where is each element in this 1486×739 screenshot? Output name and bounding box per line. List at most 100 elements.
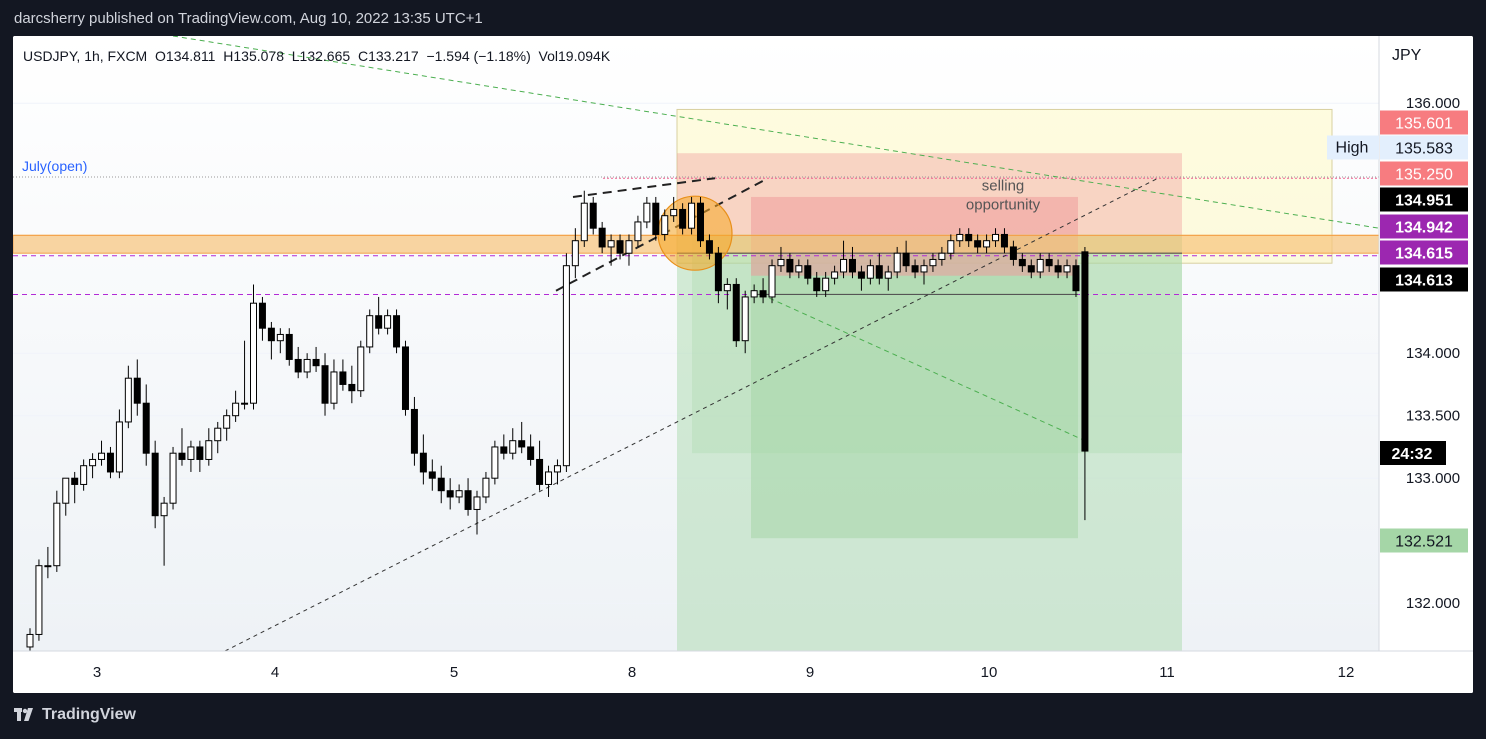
candle-body bbox=[1009, 246, 1017, 260]
time-tick-label: 3 bbox=[93, 664, 101, 681]
candle-body bbox=[205, 440, 213, 460]
candle-body bbox=[1054, 265, 1062, 273]
candlestick-chart[interactable]: July(open) selling opportunity JPY 136.000 13… bbox=[13, 36, 1473, 693]
candle-body bbox=[589, 202, 597, 229]
candle-body bbox=[53, 502, 61, 567]
candle-body bbox=[491, 446, 499, 479]
candle-body bbox=[804, 265, 812, 279]
legend-spacer bbox=[531, 48, 539, 64]
candle-body bbox=[258, 302, 266, 329]
time-tick-label: 9 bbox=[806, 664, 814, 681]
candle-body bbox=[831, 271, 839, 279]
candle-body bbox=[285, 333, 293, 360]
candle-body bbox=[428, 471, 436, 479]
candle-body bbox=[446, 490, 454, 498]
candle-body bbox=[178, 452, 186, 460]
price-label-text: 134.951 bbox=[1395, 193, 1453, 210]
countdown-text: 24:32 bbox=[1392, 446, 1433, 463]
candle-body bbox=[375, 315, 383, 329]
candle-body bbox=[688, 202, 696, 229]
legend-spacer bbox=[147, 48, 155, 64]
candle-body bbox=[384, 315, 392, 329]
currency-label: JPY bbox=[1392, 47, 1422, 64]
candle-body bbox=[124, 377, 132, 423]
chart-panel[interactable]: July(open) selling opportunity JPY 136.000 13… bbox=[13, 36, 1473, 693]
time-tick-label: 8 bbox=[628, 664, 636, 681]
candle-body bbox=[723, 283, 731, 292]
tradingview-logo[interactable]: TradingView bbox=[14, 706, 136, 724]
candle-body bbox=[607, 240, 615, 248]
candle-body bbox=[35, 565, 43, 635]
price-tag-high-label: High bbox=[1336, 140, 1369, 157]
candle-body bbox=[321, 365, 329, 404]
price-label-box bbox=[1380, 110, 1468, 135]
projection-line bbox=[752, 290, 1086, 442]
candle-body bbox=[714, 252, 722, 292]
candle-body bbox=[151, 452, 159, 517]
candle-body bbox=[920, 265, 928, 273]
time-axis[interactable] bbox=[13, 651, 1473, 693]
candle-body bbox=[250, 302, 257, 404]
candle-body bbox=[473, 496, 481, 510]
candle-body bbox=[142, 402, 150, 454]
candle-body bbox=[768, 265, 776, 298]
candle-body bbox=[813, 277, 821, 292]
price-label-box bbox=[1380, 240, 1468, 265]
time-tick-label: 10 bbox=[981, 664, 998, 681]
candle-body bbox=[598, 227, 606, 248]
selling-text-line2: opportunity bbox=[966, 197, 1041, 214]
candle-body bbox=[580, 202, 588, 242]
legend-symbol: USDJPY, 1h, FXCM bbox=[23, 48, 147, 64]
july-open-label: July(open) bbox=[22, 158, 87, 174]
candle-body bbox=[545, 471, 553, 485]
publish-info-text: darcsherry published on TradingView.com,… bbox=[14, 10, 483, 27]
price-label-box bbox=[1380, 187, 1468, 212]
price-label-text: 135.583 bbox=[1395, 141, 1453, 158]
candle-body bbox=[536, 458, 544, 485]
candle-body bbox=[956, 233, 964, 242]
candle-body bbox=[393, 315, 401, 348]
descending-trendline bbox=[172, 36, 1380, 229]
candle-body bbox=[670, 208, 678, 217]
time-tick-label: 11 bbox=[1159, 664, 1175, 681]
candle-body bbox=[276, 333, 284, 342]
legend-high: H135.078 bbox=[223, 48, 284, 64]
candle-body bbox=[786, 258, 794, 273]
candle-body bbox=[500, 446, 508, 454]
legend-spacer bbox=[419, 48, 427, 64]
candle-body bbox=[562, 265, 570, 467]
candle-body bbox=[1036, 258, 1044, 273]
candle-body bbox=[482, 477, 490, 498]
candle-body bbox=[929, 258, 937, 267]
candle-body bbox=[115, 421, 123, 473]
candle-body bbox=[410, 408, 418, 454]
candle-body bbox=[89, 458, 97, 467]
candle-body bbox=[339, 371, 347, 385]
candle-body bbox=[947, 240, 955, 254]
price-tick-label: 134.000 bbox=[1406, 345, 1460, 362]
candle-body bbox=[848, 258, 856, 273]
price-label-box bbox=[1380, 161, 1468, 186]
candle-body bbox=[241, 402, 249, 405]
candle-body bbox=[303, 358, 311, 373]
price-label-text: 135.250 bbox=[1395, 167, 1453, 184]
candle-body bbox=[553, 465, 561, 473]
candle-body bbox=[974, 240, 982, 248]
price-tick-label: 136.000 bbox=[1406, 95, 1460, 112]
candle-body bbox=[160, 502, 168, 517]
candle-body bbox=[330, 371, 338, 404]
time-tick-label: 4 bbox=[271, 664, 279, 681]
price-label-box bbox=[1380, 528, 1468, 553]
candle-body bbox=[106, 452, 114, 473]
candle-body bbox=[1081, 251, 1089, 452]
candle-body bbox=[133, 377, 141, 404]
price-label-text: 134.615 bbox=[1395, 246, 1453, 263]
candle-body bbox=[294, 358, 302, 373]
candle-body bbox=[98, 452, 106, 460]
tradingview-logo-text: TradingView bbox=[42, 706, 136, 723]
price-tick-label: 133.000 bbox=[1406, 470, 1460, 487]
candle-body bbox=[679, 208, 687, 229]
price-label-text: 134.613 bbox=[1395, 273, 1453, 290]
candle-body bbox=[643, 202, 651, 223]
candle-body bbox=[732, 283, 740, 342]
